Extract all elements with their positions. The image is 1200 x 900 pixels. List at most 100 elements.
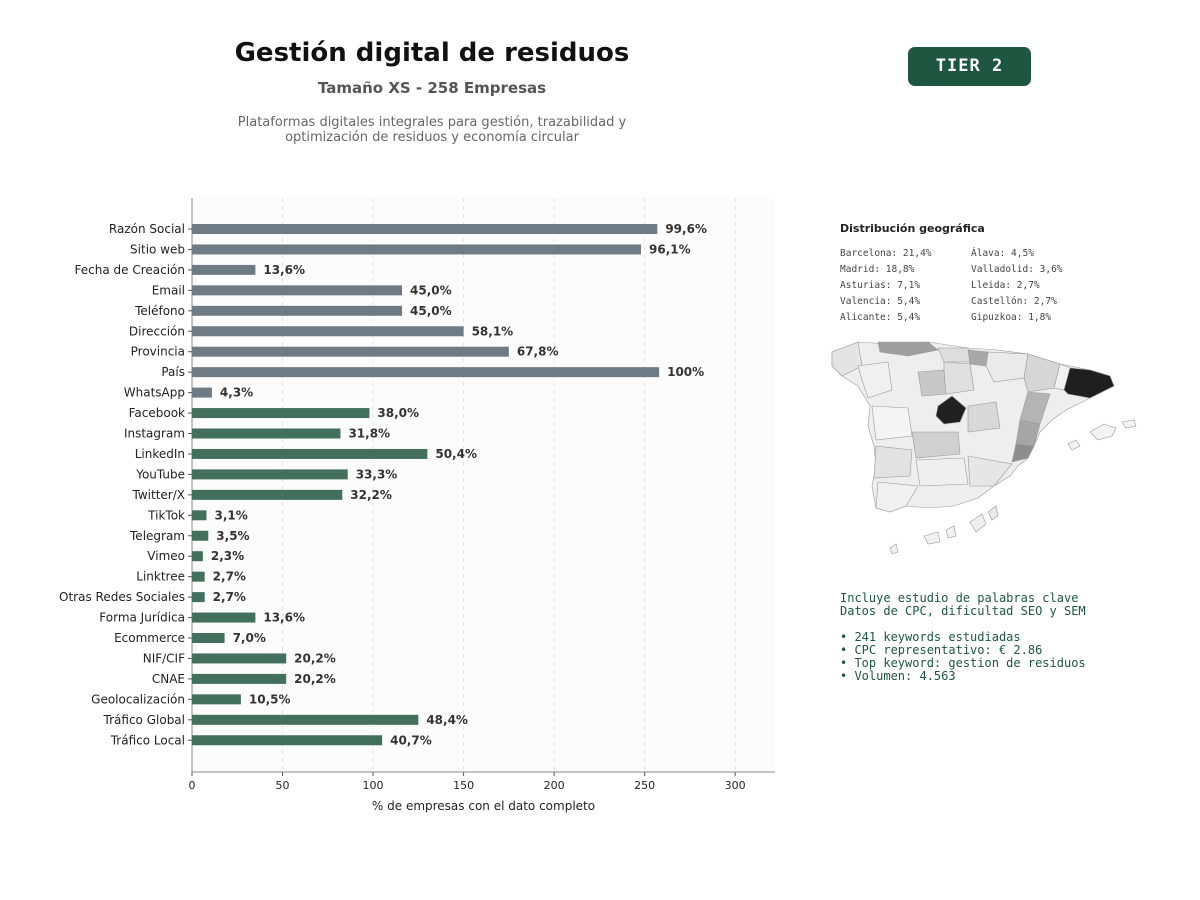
- keywords-bullet: • Volumen: 4.563: [840, 669, 956, 683]
- data-label: 2,7%: [213, 590, 246, 604]
- bar: [192, 735, 383, 746]
- category-label: Forma Jurídica: [99, 611, 185, 625]
- bar: [192, 244, 642, 255]
- map-region-madrid: [935, 395, 967, 425]
- page-title: Gestión digital de residuos: [234, 38, 630, 68]
- geo-entry: Álava: 4,5%: [971, 248, 1034, 259]
- category-label: Tráfico Global: [103, 713, 185, 727]
- keywords-line-2: Datos de CPC, dificultad SEO y SEM: [840, 604, 1086, 618]
- map-region-canary: [923, 531, 941, 545]
- geo-entry: Valladolid: 3,6%: [971, 264, 1063, 275]
- bar: [192, 305, 403, 316]
- category-label: Otras Redes Sociales: [59, 590, 185, 604]
- category-label: País: [161, 365, 185, 379]
- bar: [192, 428, 341, 439]
- bar: [192, 633, 225, 643]
- map-region-canary: [945, 525, 957, 539]
- plot-area: [192, 198, 775, 772]
- map-region: [943, 361, 975, 395]
- data-label: 10,5%: [249, 692, 291, 706]
- data-label: 32,2%: [350, 488, 392, 502]
- geo-entry: Valencia: 5,4%: [840, 296, 921, 307]
- geo-entry: Alicante: 5,4%: [840, 312, 921, 323]
- tier-badge: TIER 2: [908, 47, 1031, 86]
- keywords-bullet: • Top keyword: gestion de residuos: [840, 656, 1086, 670]
- map-region: [967, 455, 1013, 487]
- map-region-valladolid: [917, 369, 947, 397]
- description-line-1: Plataformas digitales integrales para ge…: [237, 115, 627, 130]
- data-label: 67,8%: [517, 345, 559, 359]
- map-region-canary: [987, 505, 999, 521]
- geo-entry: Lleida: 2,7%: [971, 280, 1040, 291]
- map-region-asturias: [877, 341, 939, 357]
- category-label: Teléfono: [134, 304, 185, 318]
- map-region-alava: [967, 349, 989, 367]
- category-label: Twitter/X: [132, 488, 185, 502]
- bar: [192, 367, 660, 378]
- map-region-lleida: [1023, 353, 1061, 393]
- category-label: Fecha de Creación: [75, 263, 185, 277]
- x-tick-label: 250: [634, 779, 655, 792]
- data-label: 4,3%: [220, 386, 253, 400]
- bar: [192, 530, 209, 541]
- category-label: LinkedIn: [135, 447, 185, 461]
- bar: [192, 489, 343, 500]
- geo-entry: Madrid: 18,8%: [840, 264, 915, 275]
- category-label: CNAE: [152, 672, 185, 686]
- geo-entry: Barcelona: 21,4%: [840, 248, 932, 259]
- category-label: Ecommerce: [114, 631, 185, 645]
- data-label: 3,1%: [214, 508, 247, 522]
- map-region-balearic: [1121, 419, 1137, 429]
- category-label: NIF/CIF: [143, 651, 185, 665]
- category-label: Facebook: [129, 406, 185, 420]
- data-label: 45,0%: [410, 283, 452, 297]
- bar: [192, 694, 241, 705]
- map-region-barcelona: [1063, 367, 1115, 399]
- geo-entry: Gipuzkoa: 1,8%: [971, 312, 1052, 323]
- data-label: 38,0%: [377, 406, 419, 420]
- keywords-bullet: • CPC representativo: € 2.86: [840, 643, 1043, 657]
- geo-entry: Asturias: 7,1%: [840, 280, 921, 291]
- data-label: 45,0%: [410, 304, 452, 318]
- page-description: Plataformas digitales integrales para ge…: [232, 115, 632, 145]
- bar: [192, 448, 428, 459]
- map-region: [875, 481, 919, 513]
- data-label: 3,5%: [216, 529, 249, 543]
- data-label: 20,2%: [294, 672, 336, 686]
- category-label: Linktree: [136, 570, 185, 584]
- x-tick-label: 150: [453, 779, 474, 792]
- category-label: WhatsApp: [124, 386, 185, 400]
- category-label: Telegram: [129, 529, 185, 543]
- map-region: [873, 445, 913, 479]
- category-label: Dirección: [129, 324, 185, 338]
- bar: [192, 285, 403, 296]
- category-label: Instagram: [124, 427, 185, 441]
- data-label: 31,8%: [348, 427, 390, 441]
- spain-map: [831, 341, 1137, 555]
- data-label: 99,6%: [665, 222, 707, 236]
- bar: [192, 346, 509, 357]
- map-region: [937, 347, 971, 363]
- data-label: 2,3%: [211, 549, 244, 563]
- x-tick-label: 200: [544, 779, 565, 792]
- map-region-balearic: [1089, 423, 1117, 441]
- map-region: [831, 341, 863, 377]
- map-region: [871, 405, 913, 441]
- map-region-canary: [969, 513, 987, 533]
- geo-entry: Castellón: 2,7%: [971, 296, 1057, 307]
- category-label: YouTube: [135, 467, 185, 481]
- bar: [192, 408, 370, 419]
- data-label: 33,3%: [356, 467, 398, 481]
- category-label: Email: [152, 283, 185, 297]
- map-region: [967, 401, 1001, 433]
- data-label: 100%: [667, 365, 704, 379]
- category-label: Vimeo: [147, 549, 185, 563]
- map-region-alicante: [1011, 443, 1035, 463]
- bar: [192, 326, 464, 337]
- category-label: Provincia: [131, 345, 185, 359]
- bar: [192, 387, 212, 398]
- keywords-bullet: • 241 keywords estudiadas: [840, 630, 1021, 644]
- bar: [192, 571, 205, 582]
- description-line-2: optimización de residuos y economía circ…: [285, 130, 579, 145]
- bar: [192, 653, 287, 664]
